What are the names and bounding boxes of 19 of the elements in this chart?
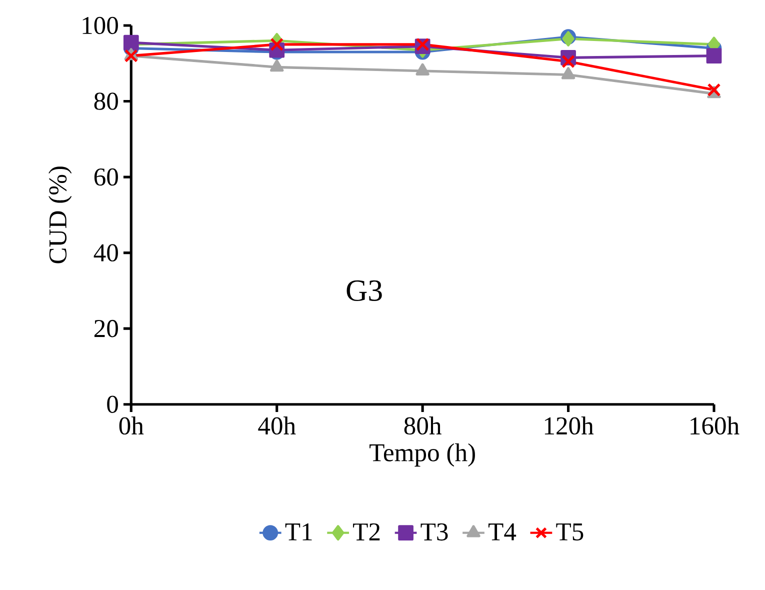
x-tick-label: 40h <box>258 416 296 434</box>
legend-label: T5 <box>556 523 584 540</box>
legend-label: T3 <box>420 523 448 541</box>
y-tick-label: 20 <box>94 320 118 338</box>
legend-label: T1 <box>285 523 312 540</box>
x-tick-label: 120h <box>544 416 594 434</box>
annotation: G3 <box>346 280 382 301</box>
x-tick-label: 80h <box>404 416 442 434</box>
legend-label: T2 <box>353 523 380 540</box>
legend-label: T4 <box>488 523 516 540</box>
y-tick-label: 60 <box>94 168 118 186</box>
y-tick-label: 40 <box>94 244 118 262</box>
x-tick-label: 160h <box>690 416 740 434</box>
y-tick-label: 80 <box>94 92 118 110</box>
x-axis-title: Tempo (h) <box>370 443 475 467</box>
x-tick-label: 0h <box>119 416 144 434</box>
y-tick-label: 0 <box>107 396 118 413</box>
y-tick-label: 100 <box>82 16 118 34</box>
y-axis-title: CUD (%) <box>48 166 72 264</box>
